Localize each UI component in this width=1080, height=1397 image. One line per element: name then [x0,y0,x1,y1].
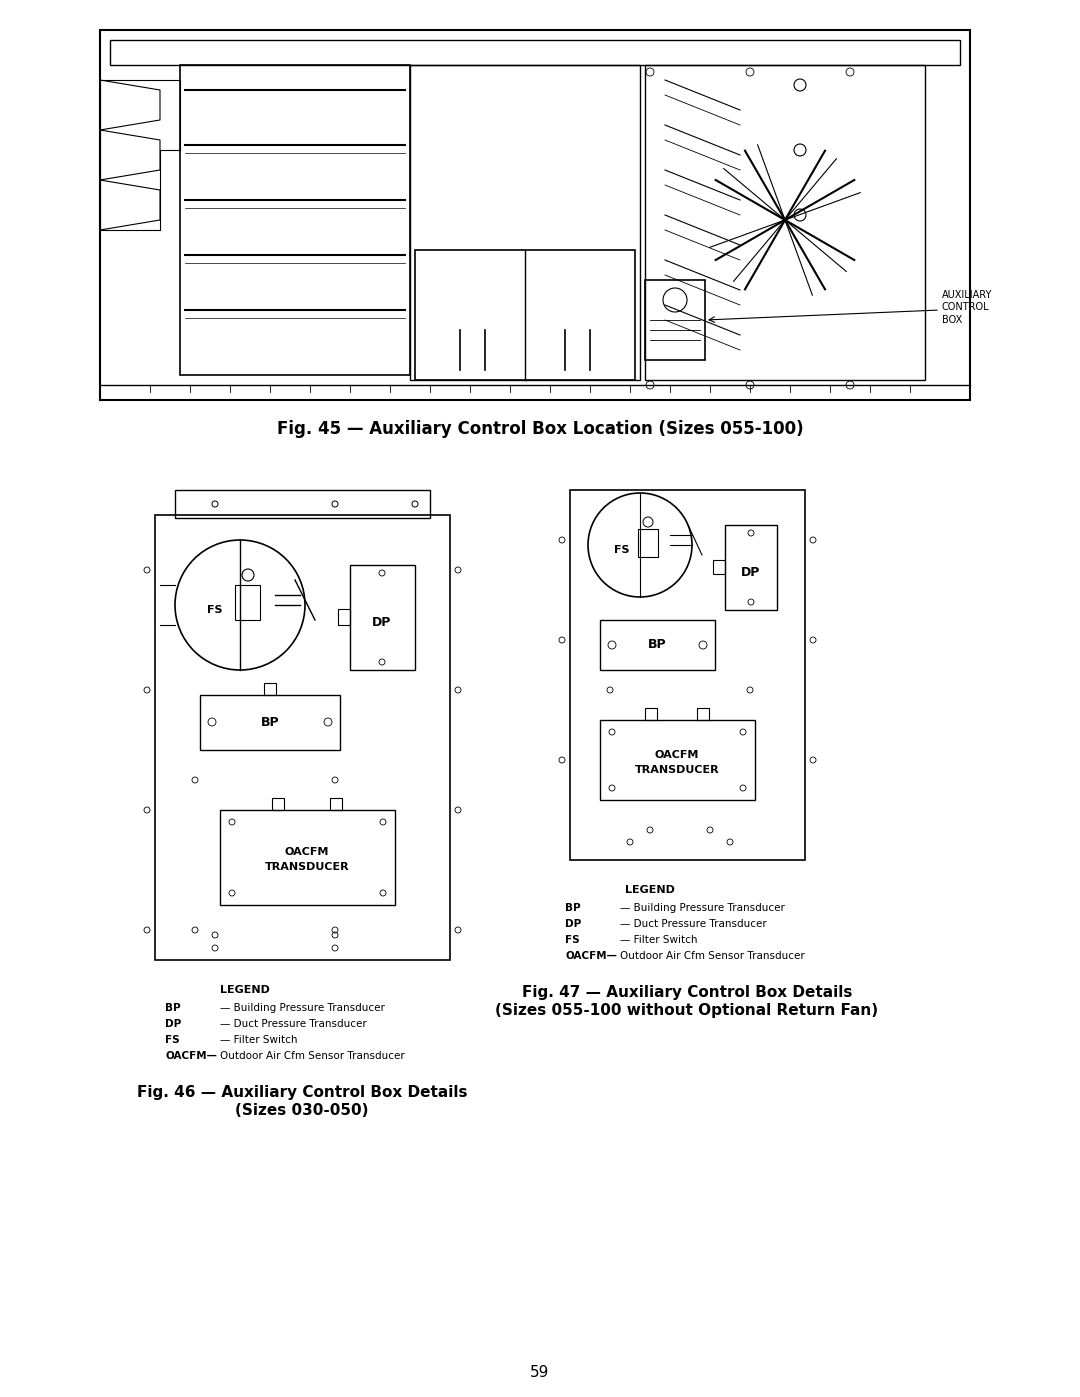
Bar [175,490,430,518]
Text: OACFM—: OACFM— [565,951,617,961]
Text: Fig. 46 — Auxiliary Control Box Details: Fig. 46 — Auxiliary Control Box Details [137,1085,468,1099]
Text: AUXILIARY
CONTROL
BOX: AUXILIARY CONTROL BOX [942,291,993,324]
Bar [410,66,640,380]
Text: TRANSDUCER: TRANSDUCER [635,766,719,775]
Text: FS: FS [565,935,580,944]
Text: OACFM: OACFM [654,750,699,760]
Text: — Duct Pressure Transducer: — Duct Pressure Transducer [220,1018,367,1030]
Text: DP: DP [373,616,392,629]
Text: BP: BP [260,715,280,728]
Text: Fig. 47 — Auxiliary Control Box Details: Fig. 47 — Auxiliary Control Box Details [522,985,852,1000]
Text: 59: 59 [530,1365,550,1380]
Text: (Sizes 055-100 without Optional Return Fan): (Sizes 055-100 without Optional Return F… [496,1003,878,1018]
Text: FS: FS [615,545,630,555]
Bar [697,708,708,719]
Text: — Duct Pressure Transducer: — Duct Pressure Transducer [620,919,767,929]
Text: — Filter Switch: — Filter Switch [620,935,698,944]
Text: LEGEND: LEGEND [625,886,675,895]
Text: DP: DP [741,566,760,578]
Bar [156,515,450,960]
Bar [570,490,805,861]
Text: DP: DP [165,1018,181,1030]
Bar [645,279,705,360]
Bar [220,810,395,905]
Bar [235,585,260,620]
Bar [645,708,657,719]
Text: (Sizes 030-050): (Sizes 030-050) [235,1104,368,1118]
Bar [713,560,725,574]
Text: Outdoor Air Cfm Sensor Transducer: Outdoor Air Cfm Sensor Transducer [620,951,805,961]
Bar [600,620,715,671]
Bar [264,683,276,694]
Text: — Building Pressure Transducer: — Building Pressure Transducer [620,902,785,914]
Text: OACFM—: OACFM— [165,1051,217,1060]
Bar [350,564,415,671]
Text: — Building Pressure Transducer: — Building Pressure Transducer [220,1003,384,1013]
Bar [200,694,340,750]
Bar [725,525,777,610]
Bar [415,250,635,380]
Text: Fig. 45 — Auxiliary Control Box Location (Sizes 055-100): Fig. 45 — Auxiliary Control Box Location… [276,420,804,439]
Bar [100,29,970,400]
Text: Outdoor Air Cfm Sensor Transducer: Outdoor Air Cfm Sensor Transducer [220,1051,405,1060]
Text: DP: DP [565,919,581,929]
Bar [330,798,342,810]
Text: BP: BP [648,638,666,651]
Bar [645,66,924,380]
Bar [110,41,960,66]
Text: BP: BP [165,1003,180,1013]
Text: OACFM: OACFM [285,847,329,856]
Bar [638,529,658,557]
Bar [338,609,350,624]
Text: — Filter Switch: — Filter Switch [220,1035,297,1045]
Bar [600,719,755,800]
Text: FS: FS [165,1035,179,1045]
Text: LEGEND: LEGEND [220,985,270,995]
Text: BP: BP [565,902,581,914]
Bar [272,798,284,810]
Text: FS: FS [207,605,222,615]
Text: TRANSDUCER: TRANSDUCER [265,862,349,872]
Bar [180,66,410,374]
